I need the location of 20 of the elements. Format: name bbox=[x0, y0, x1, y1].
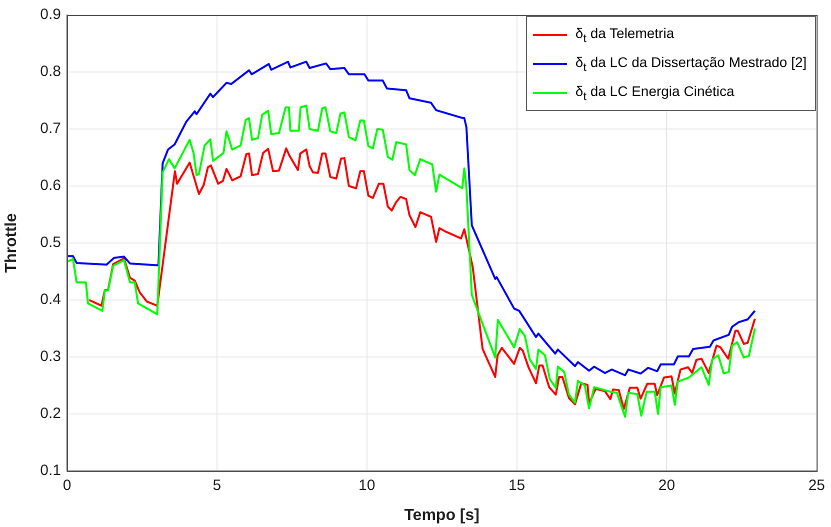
y-tick-label: 0.9 bbox=[40, 6, 61, 24]
y-tick-label: 0.5 bbox=[40, 234, 61, 252]
x-tick-label: 0 bbox=[62, 477, 72, 494]
y-axis-title: Throttle bbox=[3, 213, 20, 273]
x-tick-label: 15 bbox=[508, 477, 526, 494]
y-tick-label: 0.4 bbox=[40, 291, 61, 308]
y-tick-label: 0.3 bbox=[40, 348, 61, 366]
legend-label: δ$_{t}$ da LC da Dissertação Mestrado [2] bbox=[575, 54, 807, 74]
y-tick-label: 0.7 bbox=[40, 120, 61, 138]
x-tick-label: 25 bbox=[808, 477, 825, 494]
x-tick-label: 10 bbox=[358, 477, 376, 494]
y-tick-label: 0.8 bbox=[40, 63, 61, 80]
x-tick-label: 5 bbox=[212, 477, 222, 494]
y-tick-label: 0.1 bbox=[40, 462, 61, 480]
y-tick-label: 0.2 bbox=[40, 405, 61, 422]
legend-label: δ$_{t}$ da LC Energia Cinética bbox=[575, 82, 734, 102]
x-axis-title: Tempo [s] bbox=[404, 506, 480, 524]
y-tick-label: 0.6 bbox=[40, 177, 61, 194]
legend-label: δ$_{t}$ da Telemetria bbox=[575, 24, 674, 44]
x-tick-label: 20 bbox=[658, 477, 676, 494]
